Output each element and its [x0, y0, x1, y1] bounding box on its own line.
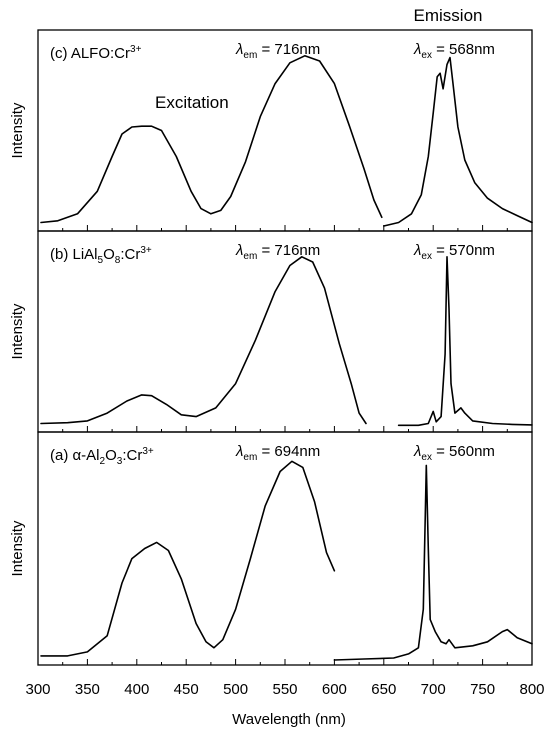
panel-label: (a) α-Al2O3:Cr3+	[50, 446, 154, 467]
x-tick-label: 750	[470, 681, 495, 698]
x-tick-label: 300	[25, 681, 50, 698]
x-tick-label: 550	[272, 681, 297, 698]
excitation-curve	[40, 256, 367, 425]
lambda-em-label: λem = 694nm	[235, 443, 320, 463]
panel-label: (b) LiAl5O8:Cr3+	[50, 245, 152, 266]
panel-3: Intensity (a) α-Al2O3:Cr3+ λem = 694nm λex …	[9, 431, 533, 666]
x-tick-label: 800	[519, 681, 544, 698]
x-axis-label: Wavelength (nm)	[232, 711, 346, 728]
lambda-ex-label: λex = 570nm	[413, 242, 495, 262]
y-axis-label: Intensity	[9, 520, 26, 576]
panel-2: Intensity (b) LiAl5O8:Cr3+ λem = 716nm λex …	[9, 230, 533, 433]
y-axis-label: Intensity	[9, 303, 26, 359]
x-tick-label: 500	[223, 681, 248, 698]
lambda-ex-label: λex = 568nm	[413, 41, 495, 61]
x-tick-label: 350	[75, 681, 100, 698]
y-axis-label: Intensity	[9, 102, 26, 158]
lambda-ex-label: λex = 560nm	[413, 443, 495, 463]
excitation-curve	[40, 460, 336, 657]
x-tick-label: 650	[371, 681, 396, 698]
lambda-em-label: λem = 716nm	[235, 242, 320, 262]
figure-title: Emission	[414, 6, 483, 25]
panel-label: (c) ALFO:Cr3+	[50, 44, 142, 62]
x-tick-label: 700	[421, 681, 446, 698]
panel-1: Intensity (c) ALFO:Cr3+ λem = 716nm λex = 5…	[9, 29, 533, 232]
excitation-annotation: Excitation	[155, 93, 229, 112]
lambda-em-label: λem = 716nm	[235, 41, 320, 61]
x-tick-label: 400	[124, 681, 149, 698]
emission-curve	[333, 464, 533, 661]
x-tick-label: 600	[322, 681, 347, 698]
emission-curve	[383, 56, 533, 227]
emission-curve	[397, 256, 533, 427]
excitation-curve	[40, 55, 383, 224]
x-tick-label: 450	[174, 681, 199, 698]
